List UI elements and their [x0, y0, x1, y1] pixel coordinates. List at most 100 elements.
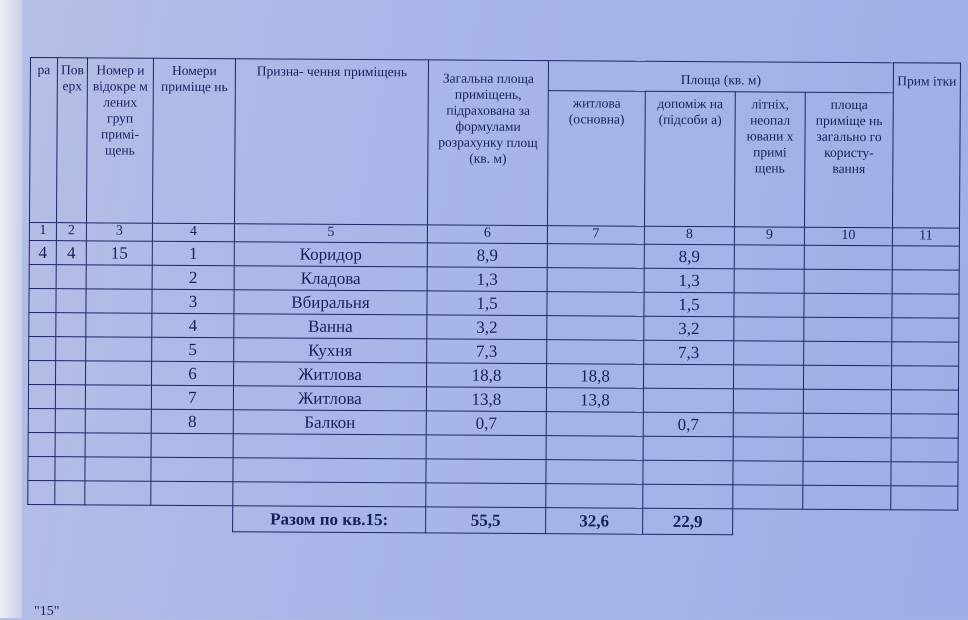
- table-cell: [803, 413, 892, 438]
- header-summer: літніх, неопал ювани х примі щень: [734, 91, 806, 228]
- table-cell: [802, 485, 891, 510]
- header-total-area: Загальна площа приміщень, підрахована за…: [427, 59, 549, 226]
- table-cell: [733, 340, 804, 366]
- table-cell: 18,8: [546, 363, 644, 389]
- table-cell: [232, 457, 427, 483]
- table-cell: 8,9: [427, 242, 548, 268]
- table-cell: 3,2: [643, 316, 734, 341]
- table-cell: [85, 432, 152, 458]
- header-living: житлова (основна): [547, 90, 646, 227]
- table-cell: [546, 291, 645, 317]
- table-cell: Вбиральня: [233, 289, 428, 315]
- table-cell: [425, 458, 547, 484]
- header-notes: Прим ітки: [892, 62, 961, 229]
- header-auxiliary: допоміж на (підсоби а): [644, 91, 736, 227]
- table-cell: [733, 364, 804, 390]
- table-cell: 1,5: [643, 292, 735, 317]
- table-cell: 7,3: [643, 340, 734, 365]
- table-cell: 4: [151, 313, 234, 338]
- table-cell: [150, 457, 234, 482]
- table-cell: [733, 388, 804, 414]
- table-cell: [232, 481, 426, 507]
- table-cell: 3: [151, 289, 235, 314]
- table-cell: [891, 317, 959, 343]
- table-cell: Житлова: [233, 361, 427, 387]
- table-cell: 8,9: [644, 244, 735, 269]
- table-cell: [803, 293, 893, 318]
- total-area: 55,5: [425, 506, 546, 534]
- table-cell: [28, 432, 56, 457]
- table-cell: 5: [151, 337, 234, 362]
- table-cell: [803, 365, 892, 390]
- table-cell: [803, 437, 892, 462]
- column-number: 9: [734, 226, 805, 246]
- table-cell: [734, 268, 805, 294]
- table-cell: [546, 411, 644, 437]
- table-cell: 7: [151, 385, 234, 410]
- table-cell: [891, 341, 959, 367]
- table-cell: [84, 456, 152, 482]
- table-cell: [643, 388, 734, 413]
- table-cell: [54, 456, 86, 481]
- table-cell: [545, 459, 644, 485]
- page-edge: [0, 0, 22, 618]
- table-cell: 1,3: [427, 266, 548, 292]
- table-cell: [734, 244, 805, 270]
- table-cell: [56, 264, 87, 289]
- table-cell: [891, 293, 960, 319]
- table-cell: [802, 461, 892, 486]
- column-number: 8: [644, 226, 735, 245]
- table-cell: 7,3: [426, 338, 547, 364]
- table-cell: [643, 364, 734, 389]
- header-room-numbers: Номери приміще нь: [152, 58, 236, 224]
- table-cell: [85, 408, 152, 434]
- table-cell: [28, 312, 56, 337]
- table-cell: 2: [152, 265, 235, 290]
- table-cell: [890, 461, 959, 487]
- table-cell: [804, 269, 893, 294]
- table-cell: [804, 245, 893, 270]
- table-cell: Коридор: [234, 241, 428, 267]
- table-cell: [891, 413, 959, 439]
- footer-caption: "15": [34, 604, 60, 619]
- table-cell: [546, 315, 644, 341]
- table-cell: [55, 432, 86, 457]
- header-letter: ра: [29, 57, 58, 223]
- table-cell: [151, 433, 234, 458]
- table-cell: 3,2: [426, 314, 547, 340]
- table-cell: [28, 288, 57, 313]
- table-cell: [55, 360, 86, 385]
- total-auxiliary: 22,9: [642, 508, 733, 535]
- table-cell: [86, 264, 153, 290]
- table-cell: 8: [151, 409, 234, 434]
- apartment-area-table: ра Пов ерх Номер и відокре м лених груп …: [27, 57, 961, 537]
- table-cell: [642, 484, 733, 509]
- table-cell: [732, 460, 804, 486]
- table-cell: [891, 365, 959, 391]
- table-cell: 13,8: [426, 386, 547, 412]
- table-cell: 4: [29, 240, 57, 265]
- table-cell: 1,3: [644, 268, 735, 293]
- table-cell: [233, 433, 427, 459]
- table-cell: [890, 485, 958, 511]
- column-number: 4: [152, 223, 235, 242]
- table-cell: [85, 336, 152, 362]
- table-cell: [55, 408, 86, 433]
- table-cell: 0,7: [426, 410, 547, 436]
- table-cell: [54, 480, 85, 505]
- table-cell: [28, 360, 56, 385]
- table-cell: [150, 481, 233, 506]
- table-cell: [891, 389, 959, 415]
- table-cell: 0,7: [643, 412, 734, 437]
- table-cell: [55, 336, 86, 361]
- column-number: 10: [804, 227, 893, 246]
- table-cell: 18,8: [426, 362, 547, 388]
- table-cell: [732, 484, 803, 510]
- table-cell: [642, 460, 734, 485]
- table-cell: [892, 245, 960, 271]
- table-cell: [84, 480, 151, 506]
- table-cell: 4: [56, 240, 87, 265]
- header-floor: Пов ерх: [56, 57, 88, 223]
- table-cell: [892, 269, 960, 295]
- table-cell: [85, 360, 152, 386]
